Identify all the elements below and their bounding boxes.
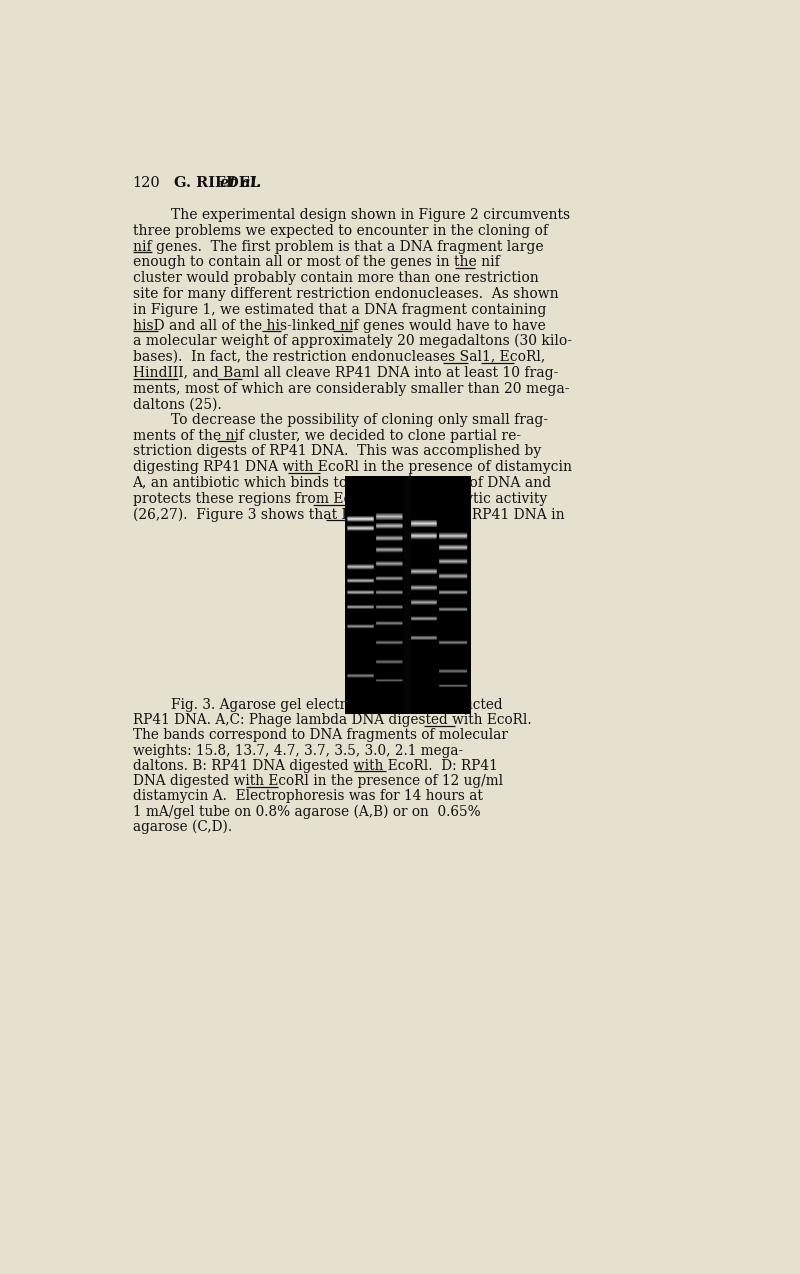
Text: et al.: et al.: [220, 176, 262, 190]
Text: protects these regions from EcoRl endonucleolytic activity: protects these regions from EcoRl endonu…: [133, 492, 547, 506]
Text: in Figure 1, we estimated that a DNA fragment containing: in Figure 1, we estimated that a DNA fra…: [133, 303, 546, 317]
Text: DNA digested with EcoRl in the presence of 12 ug/ml: DNA digested with EcoRl in the presence …: [133, 775, 502, 789]
Text: (26,27).  Figure 3 shows that EcoRl cleavage of RP41 DNA in: (26,27). Figure 3 shows that EcoRl cleav…: [133, 507, 564, 521]
Text: Fig. 3. Agarose gel electrophoresis of restricted: Fig. 3. Agarose gel electrophoresis of r…: [171, 698, 503, 712]
Text: ments, most of which are considerably smaller than 20 mega-: ments, most of which are considerably sm…: [133, 382, 569, 396]
Text: nif genes.  The first problem is that a DNA fragment large: nif genes. The first problem is that a D…: [133, 240, 543, 254]
Text: RP41 DNA. A,C: Phage lambda DNA digested with EcoRl.: RP41 DNA. A,C: Phage lambda DNA digested…: [133, 713, 531, 727]
Text: The bands correspond to DNA fragments of molecular: The bands correspond to DNA fragments of…: [133, 729, 507, 743]
Text: cluster would probably contain more than one restriction: cluster would probably contain more than…: [133, 271, 538, 285]
Text: bases).  In fact, the restriction endonucleases Sal1, EcoRl,: bases). In fact, the restriction endonuc…: [133, 350, 545, 364]
Text: The experimental design shown in Figure 2 circumvents: The experimental design shown in Figure …: [171, 208, 570, 222]
Text: weights: 15.8, 13.7, 4.7, 3.7, 3.5, 3.0, 2.1 mega-: weights: 15.8, 13.7, 4.7, 3.7, 3.5, 3.0,…: [133, 744, 462, 758]
Text: digesting RP41 DNA with EcoRl in the presence of distamycin: digesting RP41 DNA with EcoRl in the pre…: [133, 460, 571, 474]
Text: site for many different restriction endonucleases.  As shown: site for many different restriction endo…: [133, 287, 558, 301]
Text: A, an antibiotic which binds to A-T rich regions of DNA and: A, an antibiotic which binds to A-T rich…: [133, 476, 552, 490]
Text: ments of the nif cluster, we decided to clone partial re-: ments of the nif cluster, we decided to …: [133, 429, 521, 442]
Text: a molecular weight of approximately 20 megadaltons (30 kilo-: a molecular weight of approximately 20 m…: [133, 334, 571, 348]
Text: enough to contain all or most of the genes in the nif: enough to contain all or most of the gen…: [133, 256, 499, 270]
Text: daltons. B: RP41 DNA digested with EcoRl.  D: RP41: daltons. B: RP41 DNA digested with EcoRl…: [133, 759, 498, 773]
Text: daltons (25).: daltons (25).: [133, 397, 222, 412]
Text: To decrease the possibility of cloning only small frag-: To decrease the possibility of cloning o…: [171, 413, 549, 427]
Text: G. RIEDEL: G. RIEDEL: [174, 176, 265, 190]
Text: hisD and all of the his-linked nif genes would have to have: hisD and all of the his-linked nif genes…: [133, 318, 546, 333]
Text: 1 mA/gel tube on 0.8% agarose (A,B) or on  0.65%: 1 mA/gel tube on 0.8% agarose (A,B) or o…: [133, 804, 480, 818]
Text: 120: 120: [133, 176, 160, 190]
Text: striction digests of RP41 DNA.  This was accomplished by: striction digests of RP41 DNA. This was …: [133, 445, 541, 459]
Text: agarose (C,D).: agarose (C,D).: [133, 819, 232, 833]
Text: distamycin A.  Electrophoresis was for 14 hours at: distamycin A. Electrophoresis was for 14…: [133, 790, 482, 804]
Text: three problems we expected to encounter in the cloning of: three problems we expected to encounter …: [133, 224, 547, 238]
Text: HindIII, and Baml all cleave RP41 DNA into at least 10 frag-: HindIII, and Baml all cleave RP41 DNA in…: [133, 366, 558, 380]
